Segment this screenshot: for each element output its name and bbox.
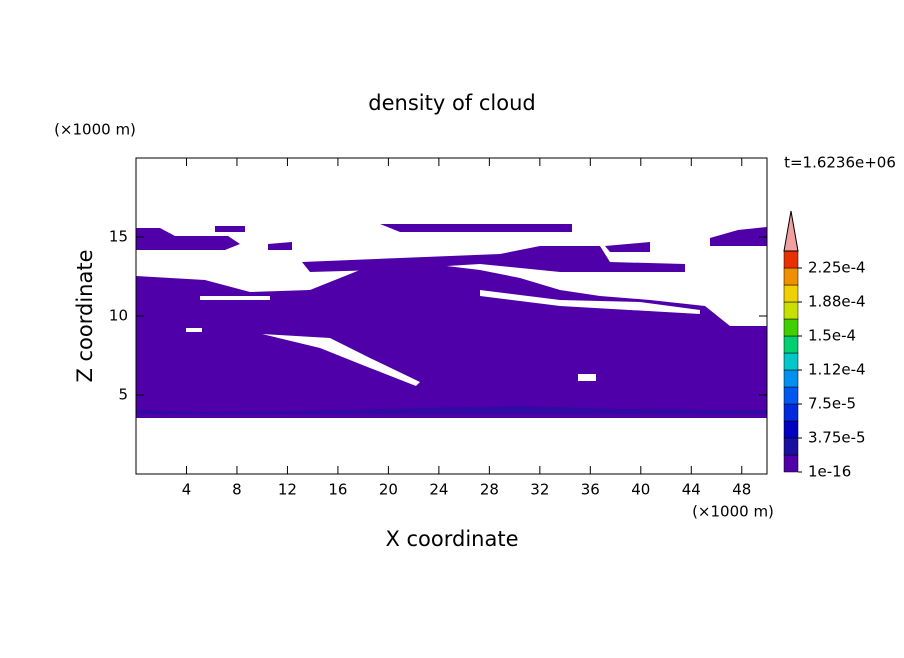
colorbar-label: 1.12e-4 — [808, 361, 866, 379]
x-tick-label: 4 — [182, 481, 192, 499]
cloud-region — [605, 242, 650, 252]
time-label: t=1.6236e+06 — [784, 154, 896, 172]
colorbar-extend — [783, 210, 799, 252]
cloud-region — [380, 224, 572, 232]
x-unit: (×1000 m) — [692, 503, 774, 521]
x-tick-label: 48 — [732, 481, 751, 499]
colorbar-label: 1.88e-4 — [808, 293, 866, 311]
colorbar-band — [783, 267, 799, 286]
colorbar-band — [783, 420, 799, 439]
x-tick-label: 24 — [429, 481, 448, 499]
colorbar-band — [783, 369, 799, 388]
colorbar-label: 7.5e-5 — [808, 395, 856, 413]
colorbar-label: 3.75e-5 — [808, 429, 866, 447]
x-tick-label: 32 — [530, 481, 549, 499]
cloud-region — [302, 246, 685, 272]
x-tick-label: 16 — [328, 481, 347, 499]
colorbar-band — [783, 386, 799, 405]
y-tick-label: 10 — [109, 307, 128, 325]
x-tick-label: 28 — [480, 481, 499, 499]
colorbar-band — [783, 437, 799, 456]
cloud-field — [136, 224, 767, 418]
x-tick-label: 8 — [232, 481, 242, 499]
y-axis-title: Z coordinate — [73, 249, 97, 382]
colorbar-label: 2.25e-4 — [808, 259, 866, 277]
x-tick-label: 12 — [278, 481, 297, 499]
cloud-gap — [578, 374, 596, 381]
chart-title: density of cloud — [368, 91, 535, 115]
cloud-region — [136, 228, 240, 250]
x-tick-label: 40 — [631, 481, 650, 499]
cloud-gap — [262, 334, 420, 386]
y-tick-label: 15 — [109, 228, 128, 246]
colorbar-band — [783, 318, 799, 337]
colorbar-label: 1.5e-4 — [808, 327, 856, 345]
cloud-region — [268, 242, 292, 250]
colorbar-label: 1e-16 — [808, 463, 851, 481]
colorbar-band — [783, 403, 799, 422]
x-tick-label: 36 — [581, 481, 600, 499]
x-tick-label: 20 — [379, 481, 398, 499]
x-axis-title: X coordinate — [385, 527, 518, 551]
colorbar-band — [783, 352, 799, 371]
cloud-dense-streak — [136, 406, 767, 414]
cloud-gap — [730, 318, 767, 326]
colorbar-band — [783, 301, 799, 320]
y-unit: (×1000 m) — [54, 121, 136, 139]
colorbar-band — [783, 454, 799, 473]
cloud-gap — [200, 296, 270, 300]
colorbar-band — [783, 250, 799, 269]
colorbar-band — [783, 284, 799, 303]
colorbar-band — [783, 335, 799, 354]
y-tick-label: 5 — [118, 386, 128, 404]
cloud-gap — [480, 290, 700, 314]
x-tick-label: 44 — [682, 481, 701, 499]
cloud-region — [215, 226, 245, 232]
cloud-region — [710, 227, 767, 246]
cloud-gap — [186, 328, 202, 332]
